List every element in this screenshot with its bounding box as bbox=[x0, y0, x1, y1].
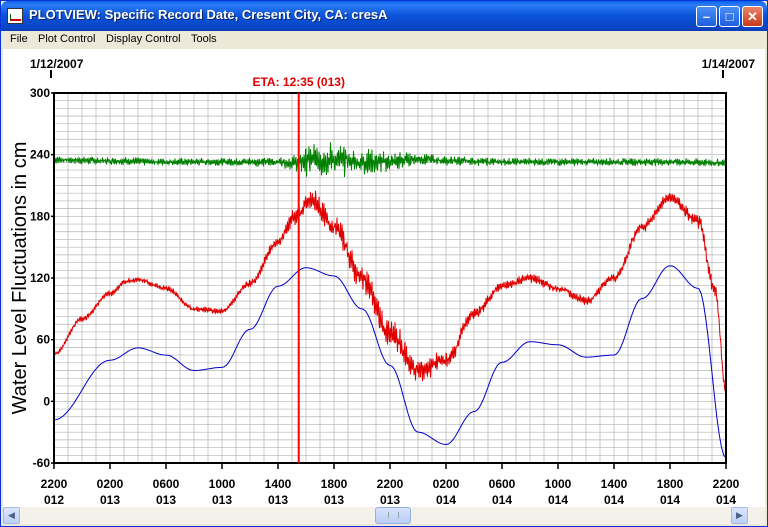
x-tick-day-label: 014 bbox=[604, 493, 624, 507]
y-axis: 300 240 180 120 60 0 -60 bbox=[30, 86, 54, 470]
eta-label: ETA: 12:35 (013) bbox=[252, 75, 344, 89]
minimize-icon: – bbox=[702, 9, 711, 24]
date-start-label: 1/12/2007 bbox=[30, 57, 84, 71]
series-blue bbox=[53, 265, 727, 459]
x-tick-day-label: 013 bbox=[156, 493, 176, 507]
series-green bbox=[53, 142, 727, 178]
x-tick-time-label: 1400 bbox=[601, 477, 628, 491]
title-bar[interactable]: PLOTVIEW: Specific Record Date, Cresent … bbox=[1, 1, 767, 31]
menu-display-control[interactable]: Display Control bbox=[106, 33, 181, 45]
y-tick-label: 0 bbox=[43, 394, 50, 408]
y-axis-label: Water Level Fluctuations in cm bbox=[9, 142, 31, 415]
x-tick-time-label: 1400 bbox=[265, 477, 292, 491]
x-tick-time-label: 0600 bbox=[153, 477, 180, 491]
x-axis: 2200 012 0200 013 0600 013 1000 013 1400 013 1800 0… bbox=[41, 463, 740, 507]
x-tick-time-label: 2200 bbox=[377, 477, 404, 491]
menu-plot-control[interactable]: Plot Control bbox=[38, 33, 96, 45]
app-icon bbox=[7, 8, 23, 24]
scroll-right-arrow-icon[interactable]: ▶ bbox=[731, 507, 748, 524]
water-level-chart[interactable]: 300 240 180 120 60 0 -60 2200 012 0200 013 0600 013… bbox=[3, 49, 765, 507]
x-tick-day-label: 013 bbox=[324, 493, 344, 507]
series-red bbox=[53, 190, 727, 391]
x-tick-time-label: 0200 bbox=[97, 477, 124, 491]
series-layer bbox=[53, 142, 727, 459]
y-tick-label: -60 bbox=[33, 456, 51, 470]
x-tick-day-label: 013 bbox=[380, 493, 400, 507]
x-tick-time-label: 2200 bbox=[713, 477, 740, 491]
menu-file[interactable]: File bbox=[10, 33, 28, 45]
grid-lines bbox=[53, 92, 727, 464]
x-tick-day-label: 014 bbox=[548, 493, 568, 507]
x-tick-time-label: 0200 bbox=[433, 477, 460, 491]
x-tick-time-label: 1000 bbox=[545, 477, 572, 491]
x-tick-day-label: 013 bbox=[268, 493, 288, 507]
x-tick-day-label: 013 bbox=[100, 493, 120, 507]
menu-bar: File Plot Control Display Control Tools bbox=[1, 31, 767, 49]
x-tick-time-label: 0600 bbox=[489, 477, 516, 491]
x-tick-time-label: 1800 bbox=[657, 477, 684, 491]
y-tick-label: 120 bbox=[30, 271, 50, 285]
x-tick-day-label: 014 bbox=[492, 493, 512, 507]
y-tick-label: 180 bbox=[30, 209, 50, 223]
x-tick-day-label: 013 bbox=[212, 493, 232, 507]
x-tick-day-label: 014 bbox=[436, 493, 456, 507]
date-end-label: 1/14/2007 bbox=[702, 57, 756, 71]
maximize-button[interactable]: □ bbox=[719, 6, 740, 27]
scroll-left-arrow-icon[interactable]: ◀ bbox=[3, 507, 20, 524]
x-tick-day-label: 012 bbox=[44, 493, 64, 507]
x-tick-day-label: 014 bbox=[716, 493, 736, 507]
window-title: PLOTVIEW: Specific Record Date, Cresent … bbox=[29, 7, 388, 22]
y-tick-label: 300 bbox=[30, 86, 50, 100]
x-tick-day-label: 014 bbox=[660, 493, 680, 507]
close-icon: ✕ bbox=[747, 9, 758, 24]
close-button[interactable]: ✕ bbox=[742, 6, 763, 27]
maximize-icon: □ bbox=[725, 9, 734, 24]
x-tick-time-label: 1000 bbox=[209, 477, 236, 491]
x-tick-time-label: 1800 bbox=[321, 477, 348, 491]
scroll-thumb[interactable] bbox=[375, 507, 411, 524]
horizontal-scrollbar[interactable]: ◀ ▶ bbox=[3, 507, 765, 524]
plot-canvas[interactable]: 300 240 180 120 60 0 -60 2200 012 0200 013 0600 013… bbox=[3, 49, 765, 507]
menu-tools[interactable]: Tools bbox=[191, 33, 217, 45]
minimize-button[interactable]: – bbox=[696, 6, 717, 27]
y-tick-label: 240 bbox=[30, 148, 50, 162]
y-tick-label: 60 bbox=[37, 333, 51, 347]
x-tick-time-label: 2200 bbox=[41, 477, 68, 491]
